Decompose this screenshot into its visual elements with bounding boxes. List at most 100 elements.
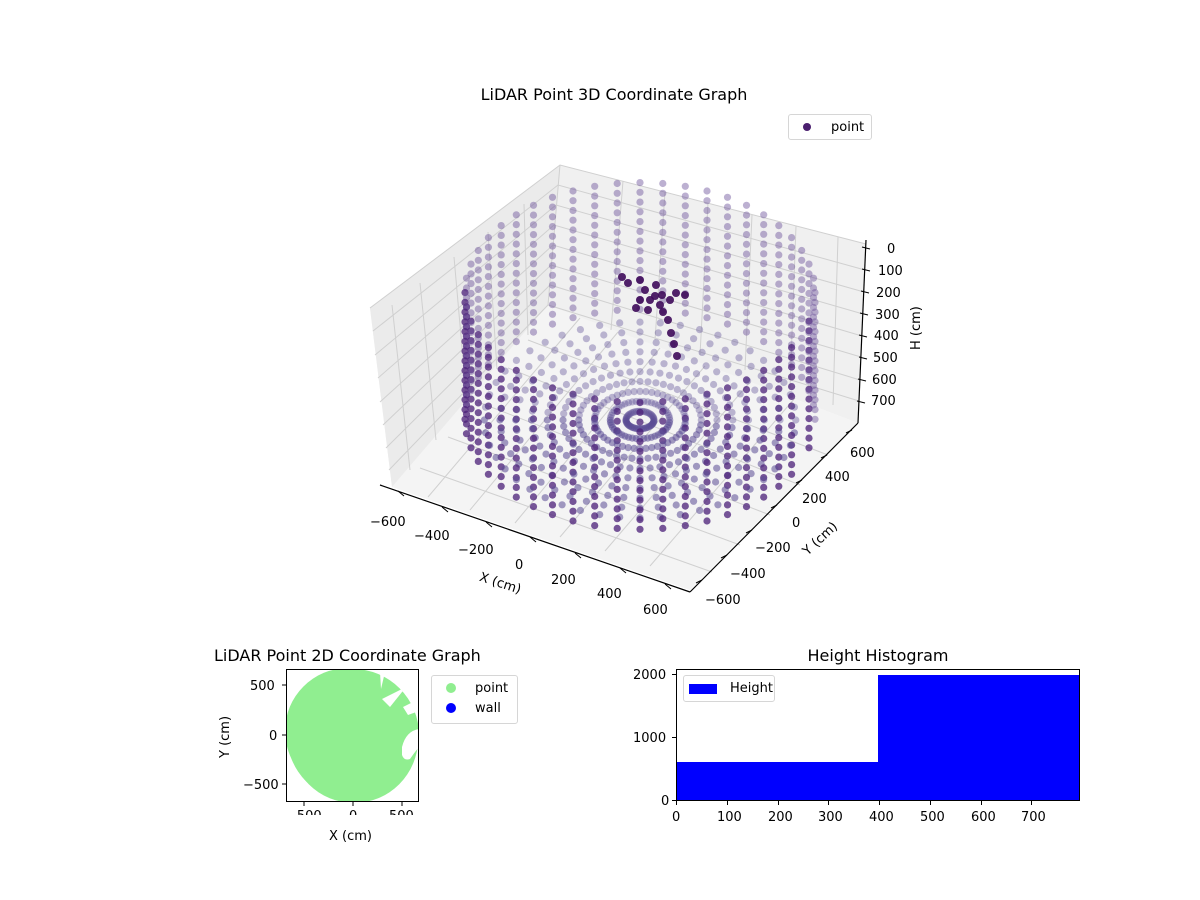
data-point xyxy=(570,470,578,478)
data-point xyxy=(659,189,667,197)
data-point xyxy=(798,276,806,284)
data-point xyxy=(644,306,652,314)
data-point xyxy=(809,303,818,312)
data-point xyxy=(556,445,564,453)
data-point xyxy=(760,211,768,219)
data-point xyxy=(497,348,505,356)
data-point xyxy=(788,331,796,339)
svg-text:700: 700 xyxy=(1021,810,1046,825)
data-point xyxy=(569,400,577,408)
data-point xyxy=(621,400,629,408)
data-point xyxy=(507,382,515,390)
data-point xyxy=(591,182,599,190)
data-point xyxy=(521,386,529,394)
data-point xyxy=(735,354,743,362)
data-point xyxy=(529,201,538,209)
data-point xyxy=(537,354,545,362)
data-point xyxy=(600,331,608,339)
data-point xyxy=(742,415,751,423)
data-point xyxy=(703,507,711,515)
plot2d-legend: point wall xyxy=(431,675,518,724)
data-point xyxy=(548,320,557,328)
data-point xyxy=(559,368,567,376)
data-point xyxy=(651,400,659,408)
data-point xyxy=(541,494,549,502)
data-point xyxy=(569,410,577,418)
data-point xyxy=(664,350,672,358)
data-point xyxy=(497,434,505,442)
data-point xyxy=(484,273,492,281)
data-point xyxy=(512,464,520,472)
data-point xyxy=(529,240,538,248)
data-point xyxy=(742,386,751,394)
data-point xyxy=(594,353,603,361)
data-point xyxy=(474,334,482,342)
data-point xyxy=(681,291,689,299)
data-point xyxy=(474,324,482,333)
data-point xyxy=(651,292,659,300)
data-point xyxy=(548,310,557,318)
data-point xyxy=(809,274,818,282)
data-point xyxy=(703,419,711,428)
data-point xyxy=(723,413,732,421)
data-point xyxy=(652,493,660,501)
data-point xyxy=(636,368,644,376)
data-point xyxy=(742,503,751,511)
data-point xyxy=(805,338,813,346)
data-point xyxy=(497,339,505,347)
data-point xyxy=(529,260,538,268)
data-point xyxy=(636,227,644,235)
data-point xyxy=(742,231,751,239)
plot3d-zlabel: H (cm) xyxy=(909,306,924,350)
data-point xyxy=(636,188,644,196)
data-point xyxy=(689,397,697,405)
data-point xyxy=(798,344,806,352)
data-point xyxy=(497,375,505,383)
data-point xyxy=(681,414,689,422)
data-point xyxy=(723,442,732,450)
data-point xyxy=(548,203,557,211)
data-point xyxy=(636,257,644,265)
data-point xyxy=(548,442,557,450)
data-point xyxy=(811,328,819,336)
data-point xyxy=(526,347,534,355)
data-point xyxy=(591,434,599,442)
data-point xyxy=(735,463,743,472)
data-point xyxy=(613,398,621,406)
data-point xyxy=(760,308,768,316)
data-point xyxy=(636,358,644,366)
data-point xyxy=(765,450,773,458)
data-point xyxy=(723,462,732,470)
data-point xyxy=(723,491,732,499)
data-point xyxy=(627,409,636,417)
data-point xyxy=(742,309,751,317)
legend-label-wall: wall xyxy=(475,700,501,716)
data-point xyxy=(681,251,689,259)
data-point xyxy=(650,484,658,492)
data-point xyxy=(526,485,534,493)
data-point xyxy=(760,338,768,346)
data-point xyxy=(529,464,538,472)
data-point xyxy=(613,228,621,236)
data-point xyxy=(681,395,689,403)
data-point xyxy=(642,388,650,396)
data-point xyxy=(681,260,689,268)
data-point xyxy=(712,354,720,362)
data-point xyxy=(569,187,577,195)
data-point xyxy=(648,388,656,396)
data-point xyxy=(775,309,783,317)
data-point xyxy=(613,296,621,305)
data-point xyxy=(628,378,636,386)
data-point xyxy=(512,454,520,462)
data-point xyxy=(636,418,644,426)
data-point xyxy=(591,395,599,403)
data-point xyxy=(548,462,557,470)
data-point xyxy=(560,354,569,362)
data-point xyxy=(575,445,583,454)
data-point xyxy=(659,441,667,449)
data-point xyxy=(659,456,667,464)
data-point xyxy=(521,446,529,454)
legend-label-point: point xyxy=(831,119,865,135)
data-point xyxy=(507,450,515,458)
data-point xyxy=(497,251,505,259)
